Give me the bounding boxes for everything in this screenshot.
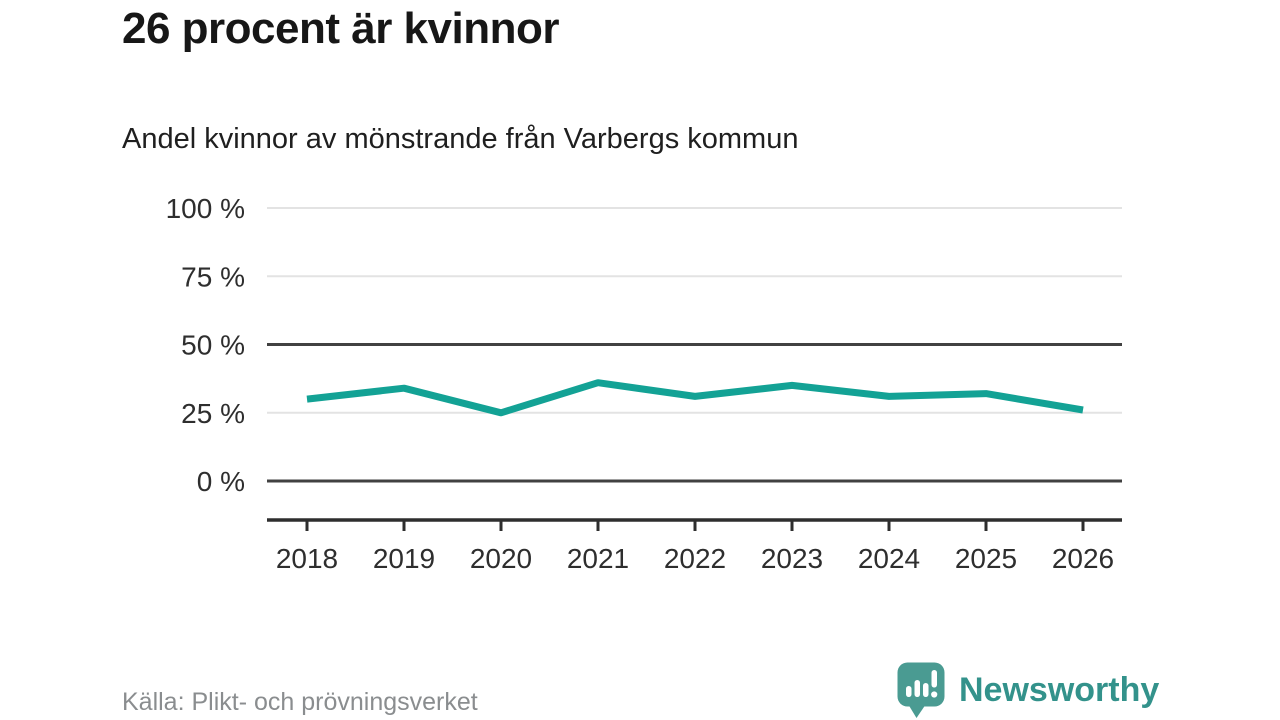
y-axis-label: 75 % xyxy=(181,261,245,292)
bar-small-icon xyxy=(906,686,912,697)
bar-medium-icon xyxy=(923,683,929,697)
newsworthy-logo-text: Newsworthy xyxy=(959,670,1160,709)
y-axis-label: 25 % xyxy=(181,398,245,429)
x-axis-label: 2019 xyxy=(373,543,435,574)
x-axis-label: 2021 xyxy=(567,543,629,574)
y-axis-label: 0 % xyxy=(197,466,245,497)
source-label: Källa: Plikt- och prövningsverket xyxy=(122,688,478,716)
newsworthy-logo-icon xyxy=(897,662,945,718)
chart-subtitle: Andel kvinnor av mönstrande från Varberg… xyxy=(122,123,799,155)
x-axis-label: 2020 xyxy=(470,543,532,574)
newsworthy-logo: Newsworthy xyxy=(895,660,1159,720)
x-axis-label: 2026 xyxy=(1052,543,1114,574)
y-axis-label: 100 % xyxy=(166,193,245,224)
data-line xyxy=(306,379,1084,417)
x-axis-label: 2023 xyxy=(761,543,823,574)
line-chart: 0 % 25 % 50 % 75 % 100 % 2018 2019 2020 2021 2022… xyxy=(166,193,1122,574)
x-axis-label: 2018 xyxy=(276,543,338,574)
bar-tall-icon xyxy=(914,680,920,697)
exclamation-dot-icon xyxy=(931,691,938,698)
y-axis-label: 50 % xyxy=(181,330,245,361)
x-axis-label: 2025 xyxy=(955,543,1017,574)
exclamation-bar-icon xyxy=(931,670,937,688)
x-axis-label: 2024 xyxy=(858,543,920,574)
x-axis-label: 2022 xyxy=(664,543,726,574)
page-title: 26 procent är kvinnor xyxy=(122,4,559,53)
